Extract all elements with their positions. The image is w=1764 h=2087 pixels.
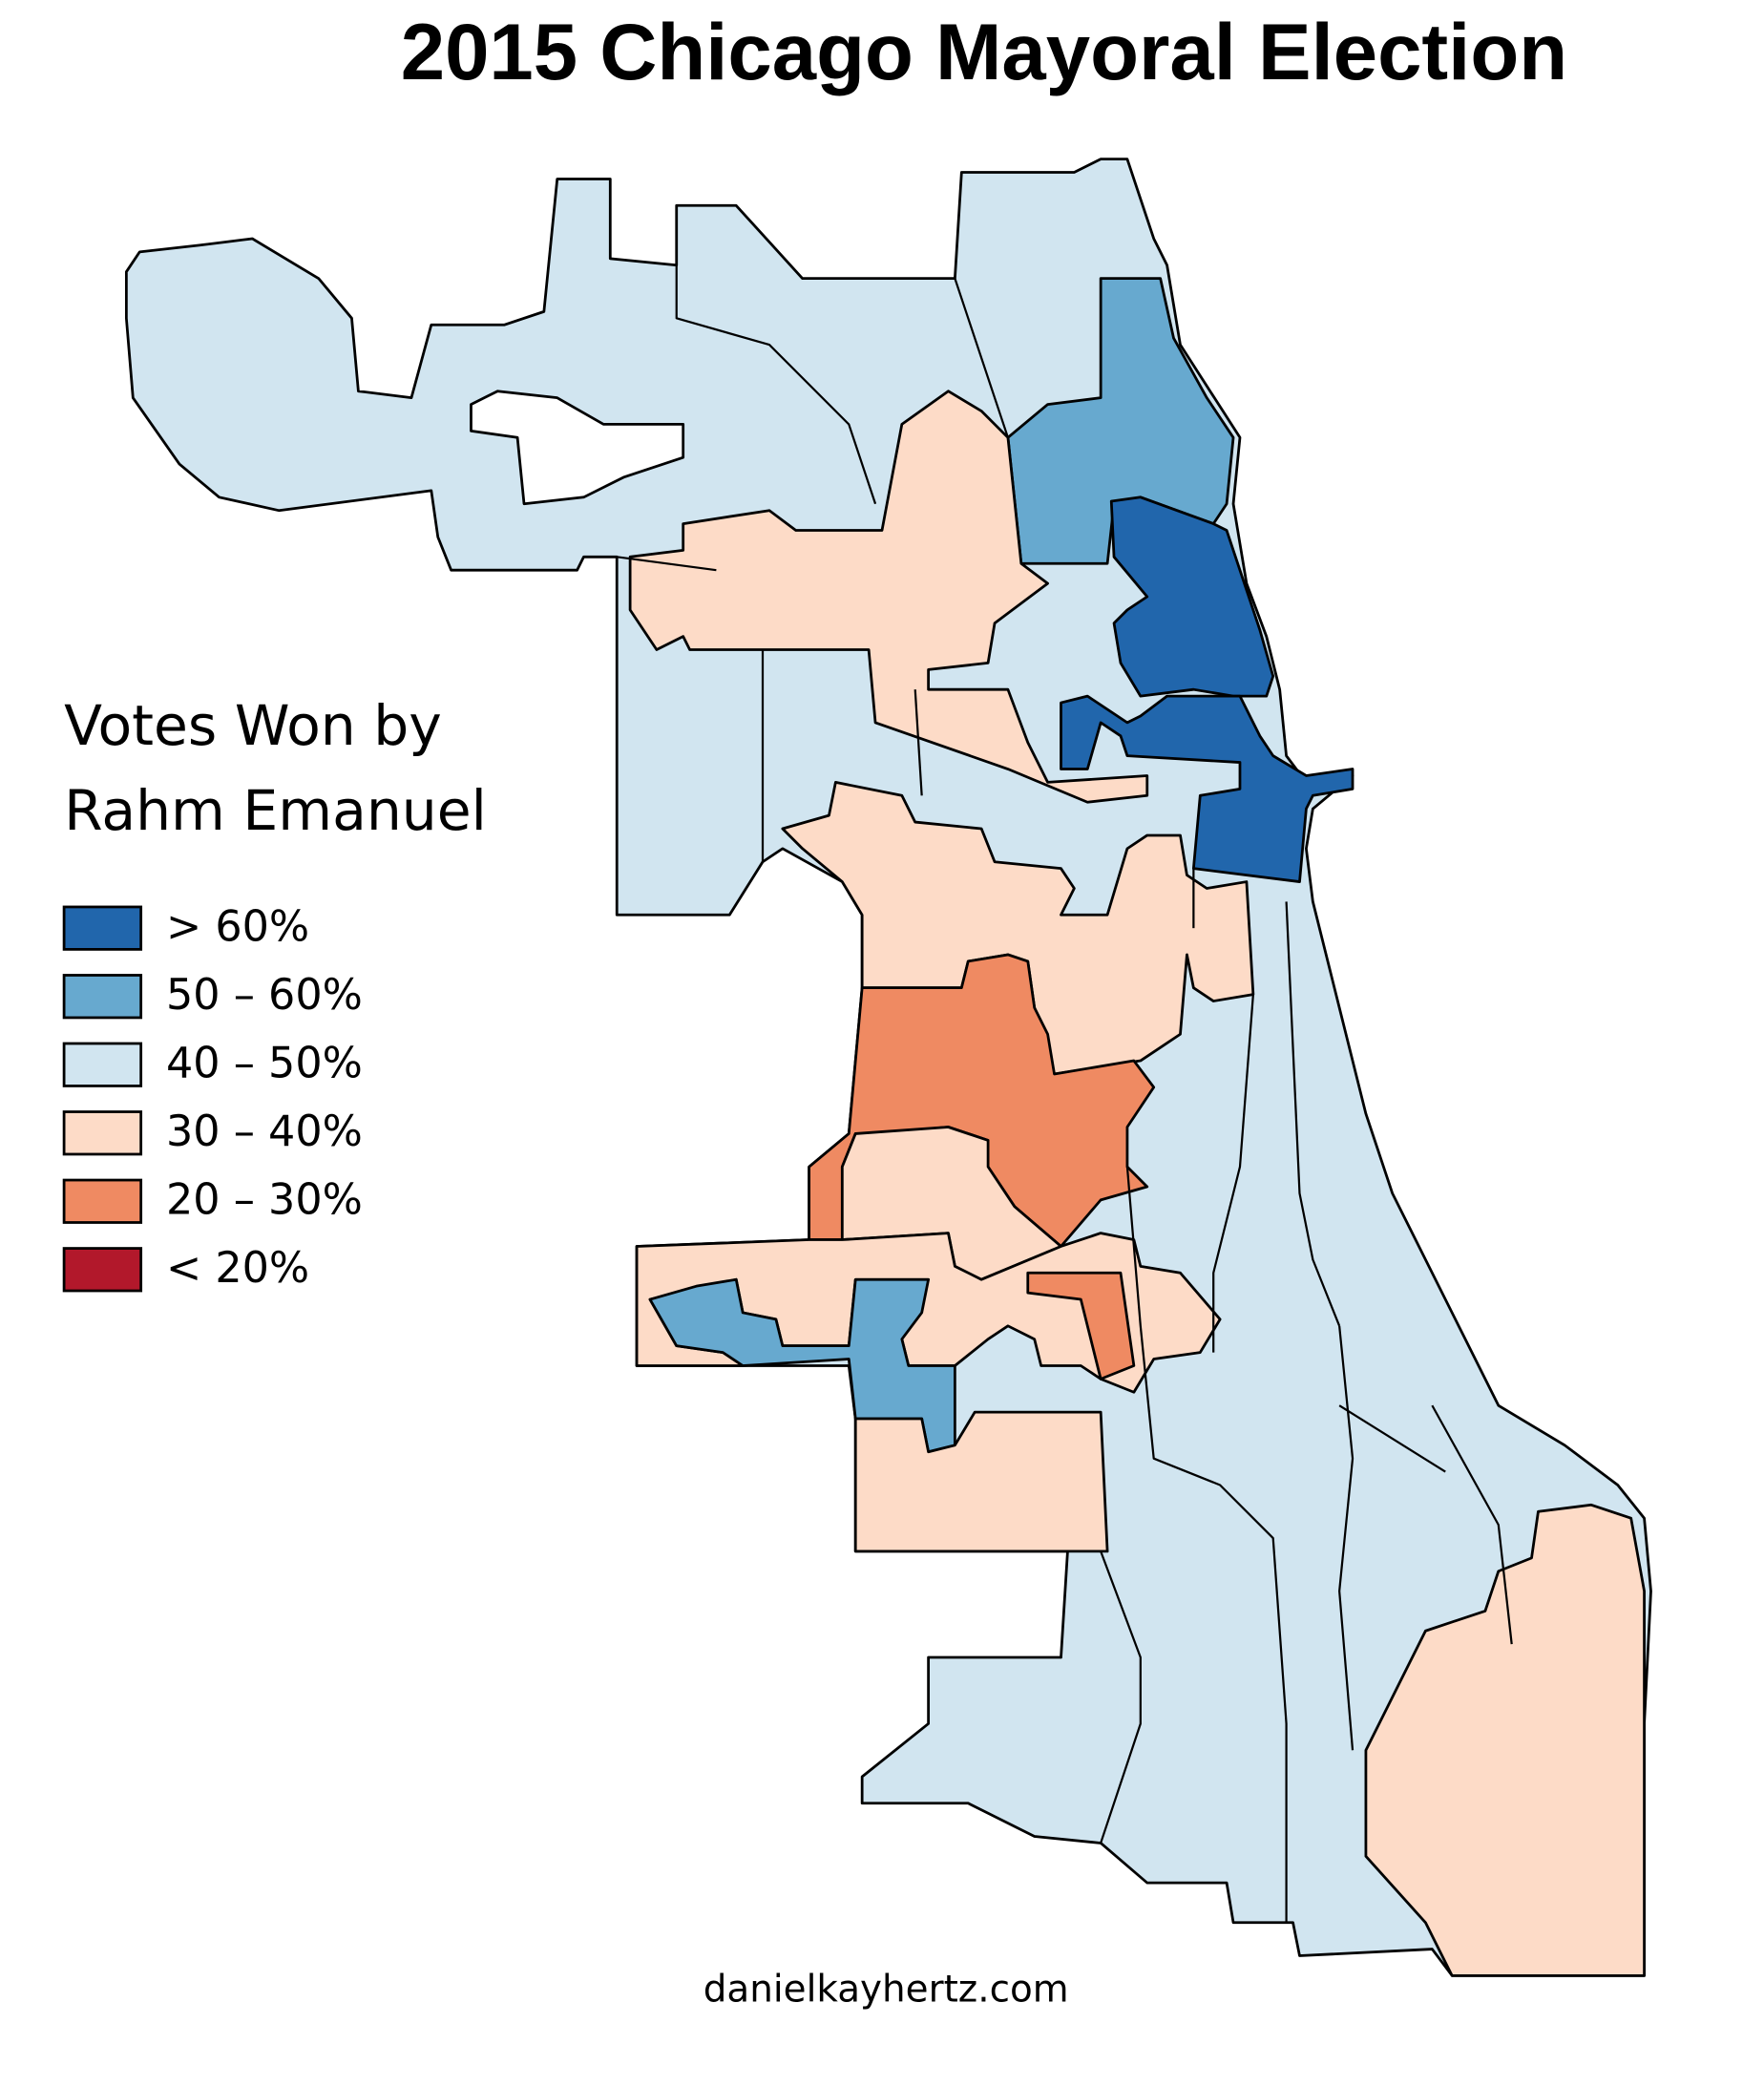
legend-title: Votes Won by bbox=[64, 693, 442, 758]
ward-border bbox=[675, 264, 877, 505]
ward-border bbox=[1431, 1404, 1513, 1645]
ward-border bbox=[1212, 994, 1254, 1353]
legend-label: 30 – 40% bbox=[166, 1107, 363, 1156]
enclave bbox=[470, 390, 685, 506]
legend-title: Rahm Emanuel bbox=[64, 778, 487, 843]
legend-swatch bbox=[62, 974, 143, 1020]
legend-label: > 60% bbox=[166, 903, 309, 952]
ward-border bbox=[1338, 1404, 1446, 1473]
legend-swatch bbox=[62, 1178, 143, 1224]
legend-label: 50 – 60% bbox=[166, 971, 363, 1020]
legend-swatch bbox=[62, 1110, 143, 1156]
legend: > 60% 50 – 60% 40 – 50% 30 – 40% 20 – 30% < 2… bbox=[62, 903, 363, 1293]
map-title: 2015 Chicago Mayoral Election bbox=[401, 8, 1567, 96]
ward-border bbox=[954, 278, 1009, 438]
ward-border bbox=[617, 556, 717, 572]
ward-border bbox=[1285, 901, 1341, 1327]
ward-region bbox=[1060, 694, 1354, 883]
ward-border bbox=[1338, 1325, 1354, 1751]
legend-label: 40 – 50% bbox=[166, 1040, 363, 1088]
ward-region bbox=[1026, 1271, 1136, 1381]
ward-border bbox=[1125, 1167, 1288, 1923]
ward-border bbox=[914, 689, 923, 796]
legend-label: 20 – 30% bbox=[166, 1176, 363, 1225]
ward-border bbox=[1100, 1550, 1142, 1844]
credit: danielkayhertz.com bbox=[704, 1969, 1069, 2012]
legend-swatch bbox=[62, 1247, 143, 1293]
legend-swatch bbox=[62, 905, 143, 951]
ward-region bbox=[1364, 1503, 1646, 1977]
wards bbox=[124, 158, 1652, 1977]
ward-region bbox=[628, 390, 1149, 804]
ward-region bbox=[648, 1277, 956, 1454]
legend-swatch bbox=[62, 1042, 143, 1087]
legend-label: < 20% bbox=[166, 1244, 309, 1293]
ward-region bbox=[853, 1410, 1109, 1553]
